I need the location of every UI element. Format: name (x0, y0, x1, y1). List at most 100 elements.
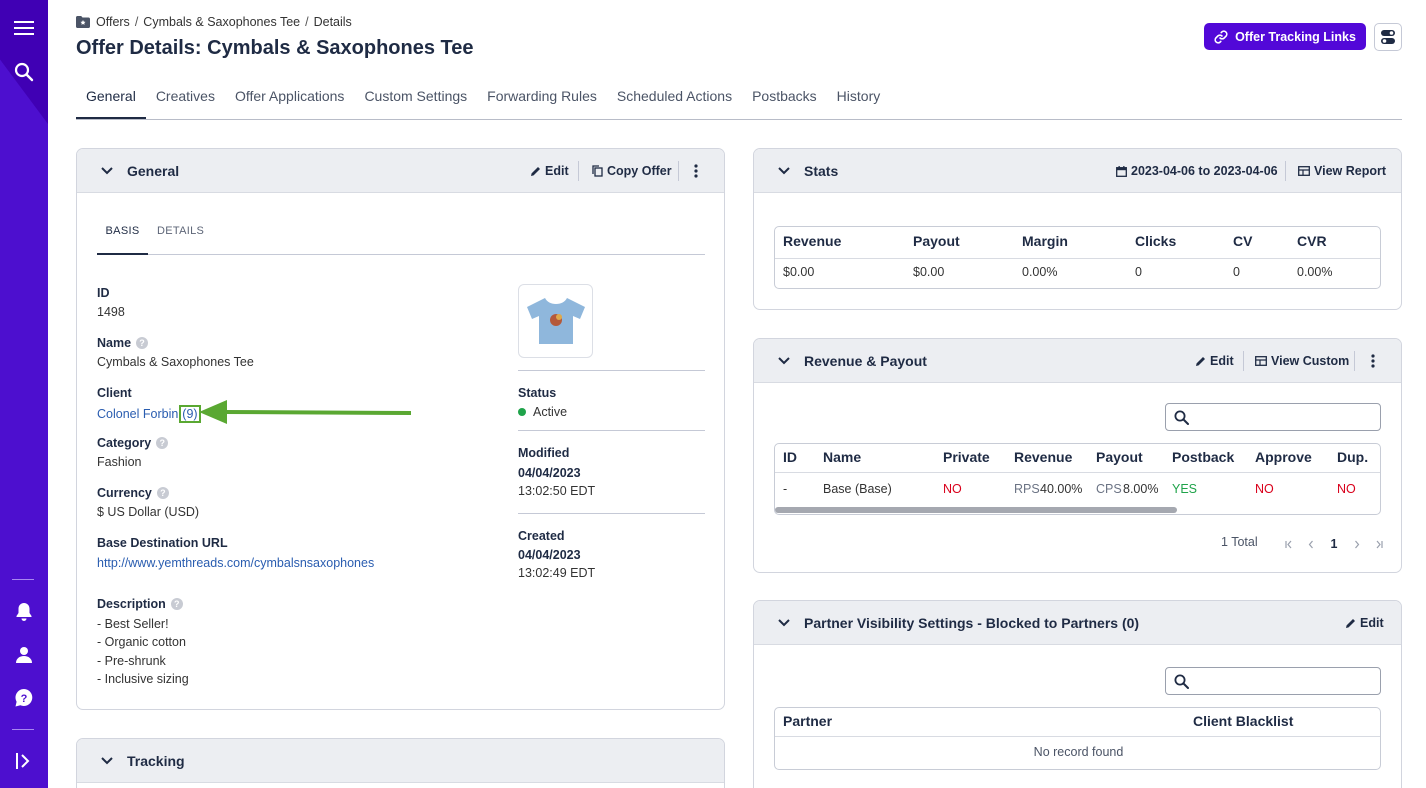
revenue-total: 1 Total (1221, 535, 1258, 549)
stats-value-margin: 0.00% (1022, 265, 1058, 279)
subtab-basis[interactable]: BASIS (97, 223, 148, 255)
tab-offer-applications[interactable]: Offer Applications (234, 88, 345, 104)
revenue-search-input[interactable] (1165, 403, 1381, 431)
kebab-icon (694, 164, 698, 178)
category-label: Category? (97, 436, 169, 450)
stats-card-header: Stats 2023-04-06 to 2023-04-06 View Repo… (754, 149, 1401, 193)
bell-icon[interactable] (12, 600, 36, 624)
horizontal-scrollbar[interactable] (775, 507, 1177, 513)
revenue-edit-button[interactable]: Edit (1195, 339, 1234, 383)
stats-card-title: Stats (804, 162, 839, 179)
header-divider (1354, 351, 1355, 371)
category-label-text: Category (97, 436, 152, 450)
stats-header-payout: Payout (913, 233, 960, 249)
last-page-icon[interactable] (1368, 540, 1390, 549)
partner-edit-button[interactable]: Edit (1345, 601, 1384, 645)
help-circle-icon[interactable]: ? (156, 437, 169, 449)
chevron-down-icon[interactable] (774, 613, 794, 633)
partner-table: Partner Client Blacklist No record found (774, 707, 1381, 770)
subtab-details[interactable]: DETAILS (157, 225, 205, 237)
current-page[interactable]: 1 (1330, 537, 1338, 551)
tab-creatives[interactable]: Creatives (155, 88, 215, 104)
menu-icon[interactable] (12, 16, 36, 40)
view-custom-button[interactable]: View Custom (1255, 339, 1349, 383)
pencil-icon (1346, 618, 1355, 628)
tshirt-image-icon (526, 298, 585, 344)
tab-history[interactable]: History (836, 88, 881, 104)
header-divider (578, 161, 579, 181)
tab-custom-settings[interactable]: Custom Settings (364, 88, 468, 104)
view-custom-label: View Custom (1271, 354, 1350, 368)
tracking-card: Tracking (76, 738, 725, 788)
revenue-more-button[interactable] (1371, 339, 1375, 383)
help-circle-icon[interactable]: ? (156, 487, 169, 499)
general-card: General Edit Copy Offer BASIS DETAILS ID… (76, 148, 725, 710)
revenue-header-payout: Payout (1096, 449, 1143, 465)
layout-toggle-button[interactable] (1374, 23, 1402, 51)
search-icon[interactable] (12, 60, 36, 84)
client-name[interactable]: Colonel Forbin (97, 407, 179, 421)
divider (518, 430, 705, 431)
created-label: Created (518, 529, 565, 543)
chevron-down-icon[interactable] (97, 751, 117, 771)
destination-url-link[interactable]: http://www.yemthreads.com/cymbalsnsaxoph… (97, 556, 375, 570)
kebab-icon (1371, 354, 1375, 368)
client-label: Client (97, 386, 132, 400)
copy-offer-label: Copy Offer (607, 164, 672, 178)
annotation-arrow-icon (199, 400, 412, 424)
stats-value-cv: 0 (1233, 265, 1240, 279)
url-label: Base Destination URL (97, 536, 228, 550)
offer-thumbnail (518, 284, 593, 358)
revenue-card-header: Revenue & Payout Edit View Custom (754, 339, 1401, 383)
partner-search-input[interactable] (1165, 667, 1381, 695)
tab-general[interactable]: General (76, 82, 146, 119)
help-icon[interactable]: ? (12, 686, 36, 710)
revenue-table: ID Name Private Revenue Payout Postback … (774, 443, 1381, 515)
tab-scheduled-actions[interactable]: Scheduled Actions (616, 88, 733, 104)
expand-icon[interactable] (12, 749, 36, 773)
date-range-button[interactable]: 2023-04-06 to 2023-04-06 (1116, 149, 1278, 193)
chevron-down-icon[interactable] (774, 161, 794, 181)
edit-button[interactable]: Edit (530, 149, 569, 193)
revenue-header-approve: Approve (1255, 449, 1312, 465)
breadcrumb-item-offers[interactable]: Offers (96, 15, 130, 29)
id-label: ID (97, 286, 110, 300)
client-link[interactable]: Colonel Forbin (9) (97, 405, 201, 423)
more-options-button[interactable] (694, 149, 698, 193)
breadcrumb-item-offer[interactable]: Cymbals & Saxophones Tee (143, 15, 301, 29)
chevron-down-icon[interactable] (97, 161, 117, 181)
tab-forwarding-rules[interactable]: Forwarding Rules (487, 88, 597, 104)
stats-header-cv: CV (1233, 233, 1253, 249)
pencil-icon (1196, 356, 1205, 366)
pagination: 1 (1278, 537, 1390, 551)
chevron-down-icon[interactable] (774, 351, 794, 371)
revenue-header-name: Name (823, 449, 862, 465)
header-divider (1285, 161, 1286, 181)
description-label: Description? (97, 597, 183, 611)
offer-tracking-links-button[interactable]: Offer Tracking Links (1204, 23, 1366, 50)
stats-header-revenue: Revenue (783, 233, 842, 249)
next-page-icon[interactable] (1346, 540, 1368, 549)
help-circle-icon[interactable]: ? (170, 598, 183, 610)
breadcrumb: Offers / Cymbals & Saxophones Tee / Deta… (76, 15, 352, 29)
view-report-button[interactable]: View Report (1298, 149, 1386, 193)
user-icon[interactable] (12, 643, 36, 667)
partner-header-client-blacklist: Client Blacklist (1193, 713, 1294, 729)
stats-value-cvr: 0.00% (1297, 265, 1333, 279)
sidebar: ? (0, 0, 48, 788)
copy-offer-button[interactable]: Copy Offer (592, 149, 672, 193)
first-page-icon[interactable] (1278, 540, 1300, 549)
general-card-title: General (127, 162, 180, 179)
prev-page-icon[interactable] (1300, 540, 1322, 549)
modified-time: 13:02:50 EDT (518, 484, 596, 498)
modified-date: 04/04/2023 (518, 466, 581, 480)
name-label-text: Name (97, 336, 132, 350)
help-circle-icon[interactable]: ? (136, 337, 149, 349)
offers-folder-icon (76, 16, 90, 28)
partner-card-header: Partner Visibility Settings - Blocked to… (754, 601, 1401, 645)
client-count-highlight[interactable]: (9) (179, 405, 201, 423)
revenue-payout-card: Revenue & Payout Edit View Custom ID Nam… (753, 338, 1402, 573)
tab-postbacks[interactable]: Postbacks (752, 88, 817, 104)
stats-table: Revenue Payout Margin Clicks CV CVR $0.0… (774, 226, 1381, 289)
stats-value-revenue: $0.00 (783, 265, 815, 279)
